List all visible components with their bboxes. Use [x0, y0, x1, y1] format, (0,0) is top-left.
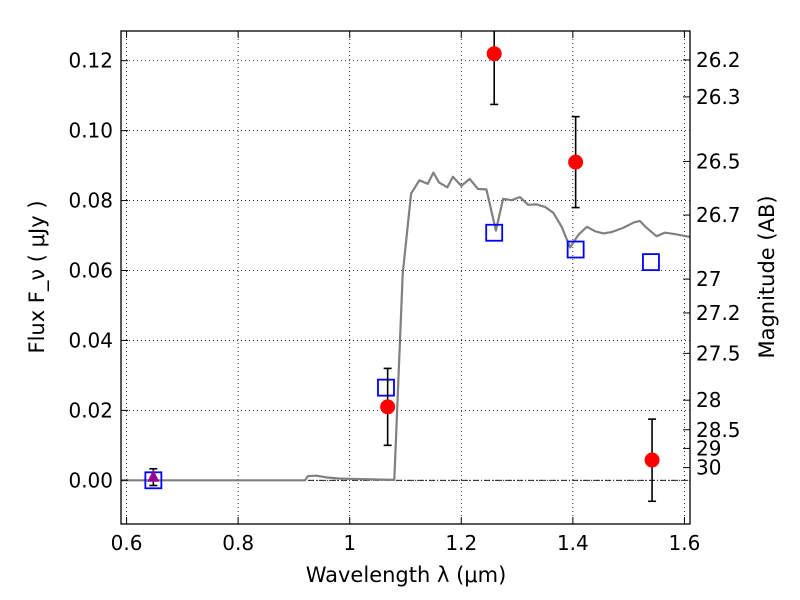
y-axis-label: Flux F_ν ( μJy ): [25, 200, 50, 353]
right-tick-label: 30: [696, 456, 721, 480]
x-tick-label: 0.8: [222, 531, 254, 555]
right-tick-label: 26.7: [696, 203, 741, 227]
model-square-point: [377, 378, 395, 397]
y-tick-label: 0.00: [68, 468, 113, 492]
x-tick-label: 0.6: [111, 531, 143, 555]
right-axis-label: Magnitude (AB): [755, 195, 779, 358]
right-tick-label: 27: [696, 267, 721, 291]
observed-flux-point: [644, 452, 660, 468]
y-tick-label: 0.02: [68, 398, 113, 422]
model-square-point: [485, 223, 504, 242]
right-tick-label: 28.5: [696, 418, 741, 442]
right-tick-label: 29: [696, 436, 721, 460]
right-tick-label: 27.2: [696, 301, 741, 325]
right-tick-label: 27.5: [696, 341, 741, 365]
observed-flux-point: [380, 399, 396, 415]
right-tick-label: 26.3: [696, 85, 741, 109]
y-tick-label: 0.12: [68, 49, 113, 73]
observed-flux-point: [486, 46, 502, 62]
x-tick-label: 1.6: [669, 531, 701, 555]
model-square-point: [642, 253, 660, 272]
plot-frame: [120, 30, 691, 525]
series: [121, 31, 691, 503]
observed-flux-point: [568, 154, 584, 170]
y-tick-label: 0.04: [68, 328, 113, 352]
x-axis-label: Wavelength λ (μm): [306, 563, 507, 587]
grid: [121, 31, 690, 524]
model-square-point: [566, 240, 585, 259]
right-tick-label: 26.5: [696, 149, 741, 173]
model-spectrum-line: [121, 171, 691, 482]
right-tick-label: 26.2: [696, 48, 741, 72]
x-tick-label: 1.4: [557, 531, 589, 555]
y-tick-label: 0.06: [68, 259, 113, 283]
ticks: 0.6 0.8 1 1.2 1.4 1.6 0.00 0.02 0.04 0.06 0.08 0.10…: [68, 31, 741, 555]
x-tick-label: 1: [343, 531, 356, 555]
y-tick-label: 0.10: [68, 119, 113, 143]
upper-limit-triangle: [147, 469, 160, 482]
y-tick-label: 0.08: [68, 189, 113, 213]
right-tick-label: 28: [696, 388, 721, 412]
x-tick-label: 1.2: [445, 531, 477, 555]
